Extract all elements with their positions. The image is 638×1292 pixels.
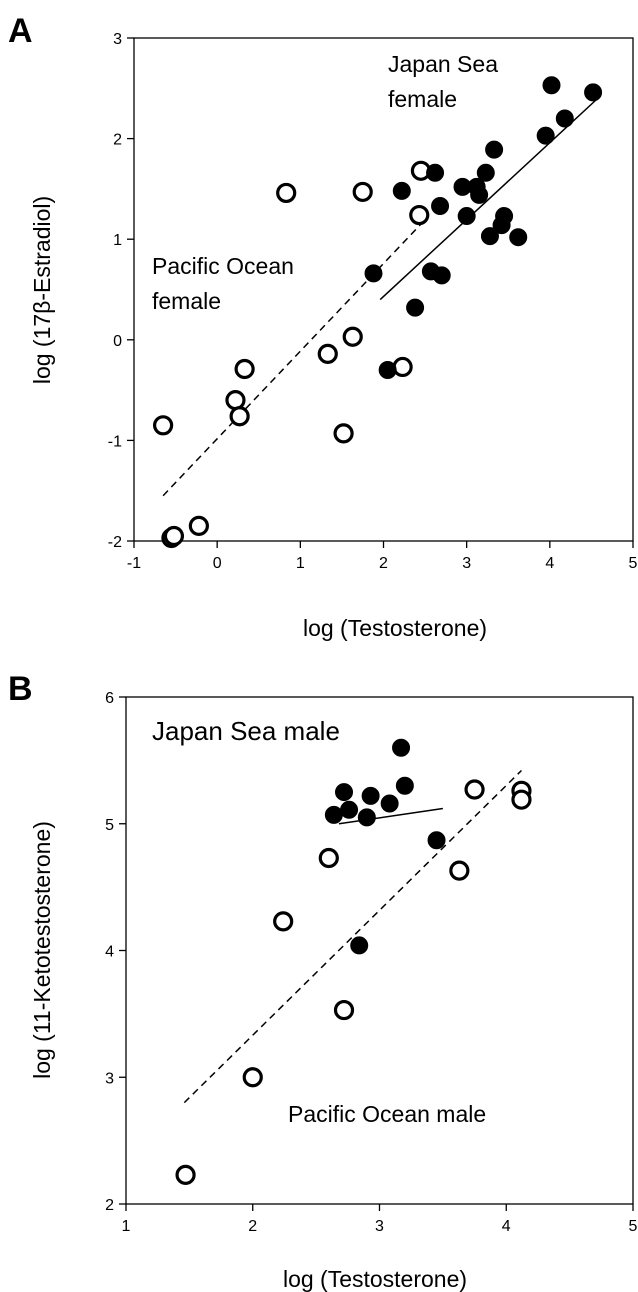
pacific-data-point [409,204,430,226]
y-tick-label: 0 [113,333,122,350]
x-tick-label: 5 [629,1218,638,1235]
japan-data-point [324,805,343,824]
japan-regression-line [379,99,597,301]
japan-data-point [480,227,499,246]
japan-data-point [378,360,397,379]
pacific-data-point [234,358,255,380]
japan-data-point [485,140,504,159]
panel-a-chart: A -1 0 1 2 3 4 5 -2 -1 0 1 2 3 Japan Sea female Paci… [8,12,638,641]
panel-a-annotation-pacific-line1: Pacific Ocean [152,253,294,279]
pacific-data-point [225,390,246,411]
panel-b-y-axis-title: log (11-Ketotestosterone) [29,821,55,1079]
panel-a-y-axis-title: log (17β-Estradiol) [29,196,55,384]
pacific-regression-line [183,769,522,1104]
panel-a-x-axis-title: log (Testosterone) [303,615,487,641]
x-tick-label: 4 [545,555,554,572]
japan-data-point [495,207,514,226]
japan-data-point [357,808,376,827]
panel-a-points [153,76,603,549]
pacific-data-point [242,1067,263,1088]
panel-a-annotation-japan-line2: female [388,86,457,112]
panel-a-annotation-pacific-line2: female [152,288,221,314]
japan-data-point [432,266,451,285]
y-tick-label: 6 [105,690,114,707]
panel-b-plot-frame [125,696,634,1205]
pacific-data-point [318,847,339,869]
japan-data-point [509,228,528,247]
pacific-data-point [229,406,250,427]
japan-data-point [406,298,425,317]
x-tick-label: 5 [629,555,638,572]
pacific-data-point [273,911,294,932]
japan-data-point [555,109,574,128]
japan-data-point [536,126,555,145]
japan-data-point [470,185,489,204]
pacific-data-point [449,860,470,881]
y-tick-label: 3 [105,1070,114,1087]
pacific-data-point [392,356,413,378]
pacific-data-point [342,326,363,347]
pacific-data-point [511,789,532,810]
japan-data-point [584,83,603,102]
y-tick-label: 2 [105,1197,114,1214]
japan-data-point [457,207,476,226]
japan-data-point [427,831,446,850]
y-tick-label: -1 [108,433,122,450]
pacific-data-point [163,525,185,547]
japan-data-point [395,776,414,795]
x-tick-label: 3 [375,1218,384,1235]
pacific-data-point [188,515,209,537]
x-tick-label: 1 [122,1218,131,1235]
japan-data-point [380,794,399,813]
japan-data-point [350,936,369,955]
panel-a-fit-lines [162,99,597,497]
x-tick-label: 2 [248,1218,257,1235]
x-tick-label: 1 [296,555,305,572]
panel-b-annotation-japan: Japan Sea male [152,716,340,746]
x-tick-label: 0 [213,555,222,572]
panel-b-letter: B [8,670,33,708]
pacific-data-point [153,415,174,436]
y-tick-label: 1 [113,232,122,249]
x-tick-label: -1 [127,555,141,572]
panel-a-annotation-japan-line1: Japan Sea [388,51,498,77]
panel-a-axes: -1 0 1 2 3 4 5 -2 -1 0 1 2 3 [108,31,638,572]
pacific-data-point [333,423,354,444]
pacific-data-point [276,182,297,204]
japan-data-point [392,181,411,200]
japan-data-point [364,264,383,283]
pacific-data-point [333,999,355,1021]
x-tick-label: 2 [379,555,388,572]
x-tick-label: 3 [462,555,471,572]
japan-regression-line [338,807,443,825]
japan-data-point [542,76,561,95]
japan-data-point [392,738,411,757]
y-tick-label: 3 [113,31,122,48]
japan-data-point [361,786,380,805]
japan-data-point [335,783,354,802]
japan-data-point [426,163,445,182]
panel-a-letter: A [8,12,33,50]
panel-b-fit-lines [183,769,522,1104]
y-tick-label: -2 [108,534,122,551]
japan-data-point [476,163,495,182]
x-tick-label: 4 [502,1218,511,1235]
japan-data-point [340,800,359,819]
pacific-data-point [352,181,373,203]
y-tick-label: 5 [105,817,114,834]
japan-data-point [431,197,450,216]
panel-b-annotation-pacific: Pacific Ocean male [288,1101,486,1127]
pacific-data-point [317,343,338,364]
y-tick-label: 2 [113,132,122,149]
pacific-data-point [175,1164,196,1185]
y-tick-label: 4 [105,944,114,961]
panel-b-x-axis-title: log (Testosterone) [283,1266,467,1292]
panel-b-points [175,738,532,1185]
pacific-data-point [464,779,485,800]
